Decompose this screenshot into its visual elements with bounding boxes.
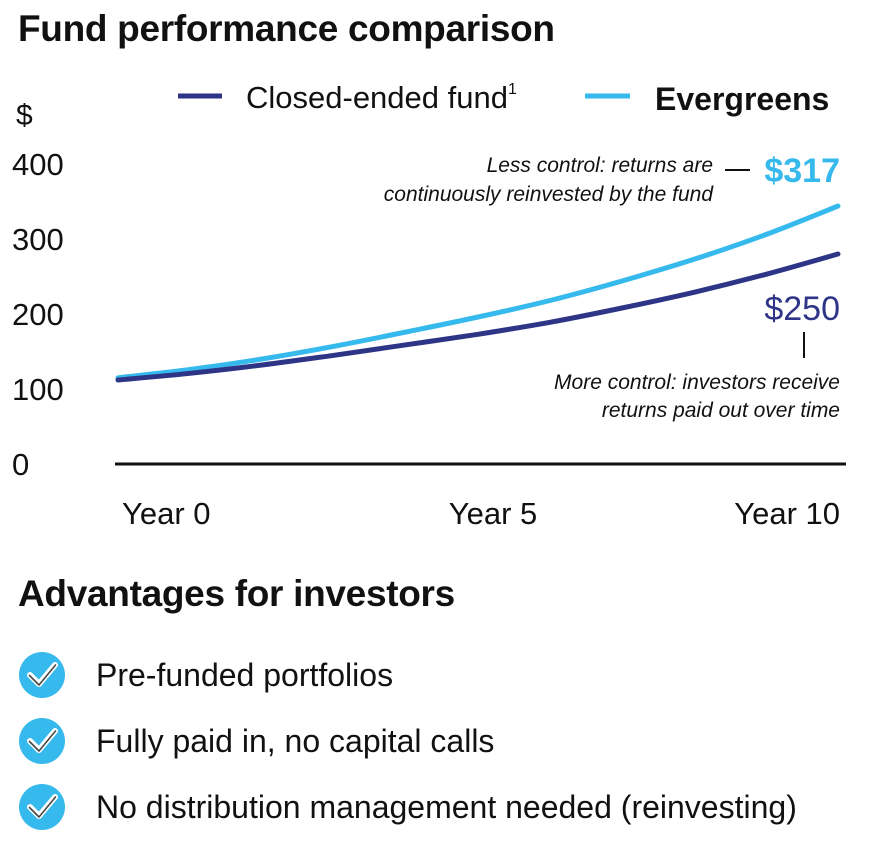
- advantage-item: No distribution management needed (reinv…: [18, 774, 797, 840]
- annotation-closed-ended: $250 More control: investors receive ret…: [554, 290, 840, 422]
- advantage-label: Fully paid in, no capital calls: [96, 722, 495, 759]
- end-label-closed-ended: $250: [764, 290, 840, 328]
- legend-closed-ended-superscript: 1: [508, 81, 517, 98]
- annotation-evergreens-line-1: Less control: returns are: [487, 154, 713, 177]
- check-circle-icon: [19, 652, 65, 698]
- x-tick-label: Year 10: [734, 496, 840, 531]
- y-tick-label: 0: [12, 447, 29, 482]
- advantage-item: Pre-funded portfolios: [18, 642, 797, 708]
- x-tick-label: Year 5: [449, 496, 538, 531]
- fund-performance-chart: Closed-ended fund1 Evergreens $ 0 100 200 3…: [12, 80, 846, 531]
- x-tick-label: Year 0: [122, 496, 211, 531]
- series-line-closed-ended: [115, 251, 841, 383]
- y-axis-label: $: [16, 99, 33, 132]
- y-tick-label: 200: [12, 297, 64, 332]
- annotation-evergreens-line-2: continuously reinvested by the fund: [384, 183, 715, 206]
- annotation-closed-ended-line-1: More control: investors receive: [554, 371, 840, 394]
- legend-label-closed-ended: Closed-ended fund1: [246, 80, 517, 115]
- check-circle-icon: [19, 718, 65, 764]
- advantage-item: Fully paid in, no capital calls: [18, 708, 797, 774]
- annotation-evergreens: Less control: returns are continuously r…: [384, 152, 840, 206]
- advantage-label: Pre-funded portfolios: [96, 656, 394, 693]
- check-circle-icon: [19, 784, 65, 830]
- series-line-evergreens: [115, 203, 841, 381]
- y-tick-labels: 0 100 200 300 400: [12, 147, 64, 482]
- legend-closed-ended-text: Closed-ended fund: [246, 80, 508, 115]
- advantage-label: No distribution management needed (reinv…: [96, 788, 797, 825]
- advantages-title: Advantages for investors: [18, 573, 455, 614]
- annotation-closed-ended-line-2: returns paid out over time: [602, 399, 840, 422]
- y-tick-label: 100: [12, 372, 64, 407]
- y-tick-label: 400: [12, 147, 64, 182]
- y-tick-label: 300: [12, 222, 64, 257]
- x-tick-labels: Year 0 Year 5 Year 10: [122, 496, 840, 531]
- legend-label-evergreens: Evergreens: [655, 81, 829, 117]
- end-label-evergreens: $317: [764, 152, 840, 190]
- advantages-list: Pre-funded portfolios Fully paid in, no …: [18, 642, 797, 840]
- chart-title: Fund performance comparison: [18, 8, 555, 49]
- legend: Closed-ended fund1 Evergreens: [178, 80, 829, 117]
